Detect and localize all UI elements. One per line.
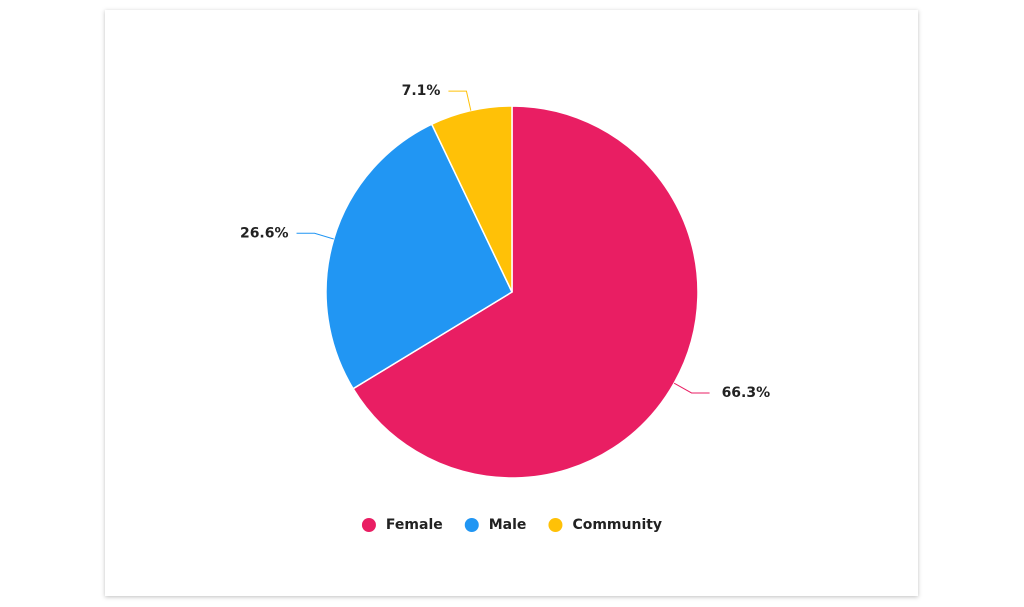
legend-marker <box>548 518 563 532</box>
pie-slice <box>352 105 699 479</box>
label-leader <box>673 382 710 394</box>
label-leader <box>296 232 334 240</box>
data-label: 7.1% <box>402 83 441 99</box>
legend-label: Male <box>489 517 527 533</box>
legend-marker <box>464 518 479 532</box>
legend-label: Community <box>572 517 662 533</box>
legend-label: Female <box>386 517 443 533</box>
legend-marker <box>361 518 376 532</box>
data-label: 66.3% <box>722 385 771 401</box>
label-leader <box>448 90 472 111</box>
data-label: 26.6% <box>240 225 289 241</box>
